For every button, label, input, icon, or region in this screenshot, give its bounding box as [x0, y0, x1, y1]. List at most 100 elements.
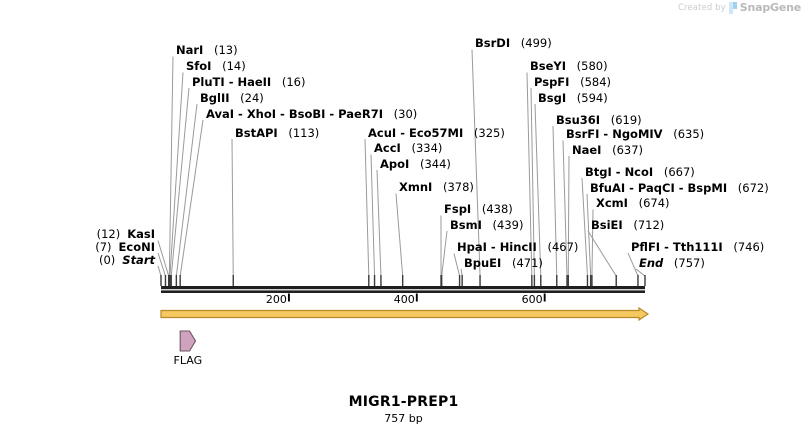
- enzyme-position: (674): [634, 196, 670, 210]
- enzyme-label[interactable]: XcmI (674): [596, 197, 670, 209]
- enzyme-position: (16): [278, 74, 306, 89]
- watermark-created-by: Created by: [677, 2, 726, 13]
- enzyme-label[interactable]: BsiEI (712): [591, 219, 664, 231]
- feature-label-flag: FLAG: [173, 354, 203, 367]
- plasmid-length: 757 bp: [384, 412, 423, 425]
- enzyme-position: (580): [573, 59, 608, 73]
- label-separator: -: [234, 106, 247, 121]
- enzyme-position: (467): [543, 240, 579, 254]
- enzyme-name: BstAPI: [235, 125, 278, 140]
- enzyme-label[interactable]: SfoI (14): [186, 60, 246, 72]
- enzyme-position: (325): [470, 125, 505, 140]
- ruler-tick-200: 200: [265, 293, 287, 306]
- enzyme-label[interactable]: NaeI (637): [572, 144, 643, 156]
- ruler-ticks: [287, 293, 546, 302]
- enzyme-position: (746): [729, 239, 765, 254]
- enzyme-name: BseYI: [530, 59, 567, 73]
- enzyme-name: PluTI: [192, 74, 225, 89]
- enzyme-name: BpuEI: [464, 255, 502, 270]
- enzyme-name: Start: [122, 252, 155, 267]
- enzyme-label[interactable]: PspFI (584): [534, 76, 611, 88]
- enzyme-position: (712): [629, 217, 665, 232]
- enzyme-name: SfoI: [186, 59, 212, 73]
- site-tick-marks: [160, 275, 646, 286]
- enzyme-label[interactable]: Bsu36I (619): [556, 114, 642, 126]
- label-separator: -: [486, 240, 500, 254]
- enzyme-label[interactable]: HpaI - HincII (467): [457, 241, 578, 253]
- enzyme-name: PaqCI: [637, 180, 675, 195]
- enzyme-name: BsoBI: [288, 106, 326, 121]
- enzyme-position: (672): [734, 180, 769, 195]
- enzyme-position: (113): [284, 125, 320, 140]
- label-separator: -: [660, 239, 673, 254]
- enzyme-label[interactable]: BfuAI - PaqCI - BspMI (672): [590, 182, 769, 194]
- enzyme-label[interactable]: (7) EcoNI: [0, 241, 155, 253]
- enzyme-label[interactable]: PluTI - HaeII (16): [192, 76, 305, 88]
- enzyme-label[interactable]: FspI (438): [444, 203, 513, 215]
- label-separator: -: [224, 74, 238, 89]
- enzyme-name: XmnI: [399, 180, 433, 194]
- enzyme-label[interactable]: AcuI - Eco57MI (325): [368, 127, 505, 139]
- enzyme-position: (584): [576, 74, 612, 89]
- enzyme-label[interactable]: BglII (24): [200, 92, 264, 104]
- enzyme-label[interactable]: (12) KasI: [0, 228, 155, 240]
- snapgene-watermark: Created by SnapGene: [678, 1, 801, 14]
- enzyme-position: (334): [407, 141, 443, 155]
- enzyme-label[interactable]: BtgI - NcoI (667): [585, 166, 695, 178]
- enzyme-position: (12): [96, 227, 121, 241]
- enzyme-name: ApoI: [380, 156, 410, 171]
- enzyme-label[interactable]: XmnI (378): [399, 181, 474, 193]
- enzyme-position: (13): [210, 43, 238, 57]
- leader-lines: [157, 49, 646, 277]
- snapgene-flag-icon: [728, 1, 737, 14]
- enzyme-label[interactable]: BsrFI - NgoMIV (635): [566, 128, 704, 140]
- enzyme-position: (499): [517, 36, 552, 50]
- enzyme-label[interactable]: BstAPI (113): [235, 127, 319, 139]
- enzyme-position: (619): [607, 112, 642, 127]
- enzyme-position: (637): [608, 142, 644, 157]
- enzyme-position: (344): [416, 156, 451, 171]
- enzyme-label[interactable]: End (757): [639, 257, 705, 269]
- sequence-backbone: [161, 286, 645, 293]
- enzyme-name: HincII: [499, 240, 537, 254]
- feature-shapes[interactable]: [179, 330, 197, 352]
- orf-arrow[interactable]: [160, 306, 650, 322]
- enzyme-name: HaeII: [237, 74, 272, 89]
- enzyme-name: NgoMIV: [612, 127, 663, 141]
- enzyme-name: BsmI: [450, 217, 482, 232]
- enzyme-label[interactable]: ApoI (344): [380, 158, 451, 170]
- enzyme-label[interactable]: AccI (334): [374, 142, 442, 154]
- enzyme-name: Bsu36I: [556, 112, 601, 127]
- enzyme-position: (14): [218, 59, 246, 73]
- enzyme-label[interactable]: (0) Start: [0, 254, 155, 266]
- enzyme-position: (438): [478, 202, 513, 216]
- enzyme-name: BsrFI: [566, 127, 600, 141]
- enzyme-label[interactable]: PflFI - Tth111I (746): [631, 241, 764, 253]
- enzyme-label[interactable]: BsgI (594): [538, 92, 608, 104]
- enzyme-name: End: [639, 255, 664, 270]
- enzyme-position: (757): [670, 255, 705, 270]
- enzyme-position: (7): [95, 239, 112, 254]
- enzyme-name: AcuI: [368, 125, 397, 140]
- enzyme-name: BsrDI: [475, 36, 511, 50]
- enzyme-name: AccI: [374, 141, 401, 155]
- enzyme-label[interactable]: NarI (13): [176, 44, 238, 56]
- ruler-tick-400: 400: [393, 293, 415, 306]
- enzyme-name: XcmI: [596, 196, 628, 210]
- enzyme-name: BspMI: [687, 180, 728, 195]
- enzyme-name: KasI: [127, 227, 155, 241]
- enzyme-label[interactable]: BsmI (439): [450, 219, 523, 231]
- watermark-brand: SnapGene: [739, 1, 801, 14]
- enzyme-label[interactable]: BsrDI (499): [475, 37, 552, 49]
- enzyme-label[interactable]: BpuEI (471): [464, 257, 543, 269]
- enzyme-position: (30): [390, 106, 418, 121]
- enzyme-label[interactable]: BseYI (580): [530, 60, 608, 72]
- enzyme-name: FspI: [444, 202, 472, 216]
- enzyme-name: BfuAI: [590, 180, 626, 195]
- enzyme-label[interactable]: AvaI - XhoI - BsoBI - PaeR7I (30): [206, 108, 417, 120]
- enzyme-name: HpaI: [457, 240, 487, 254]
- label-separator: -: [674, 180, 688, 195]
- enzyme-name: Eco57MI: [408, 125, 464, 140]
- enzyme-name: BtgI: [585, 164, 612, 179]
